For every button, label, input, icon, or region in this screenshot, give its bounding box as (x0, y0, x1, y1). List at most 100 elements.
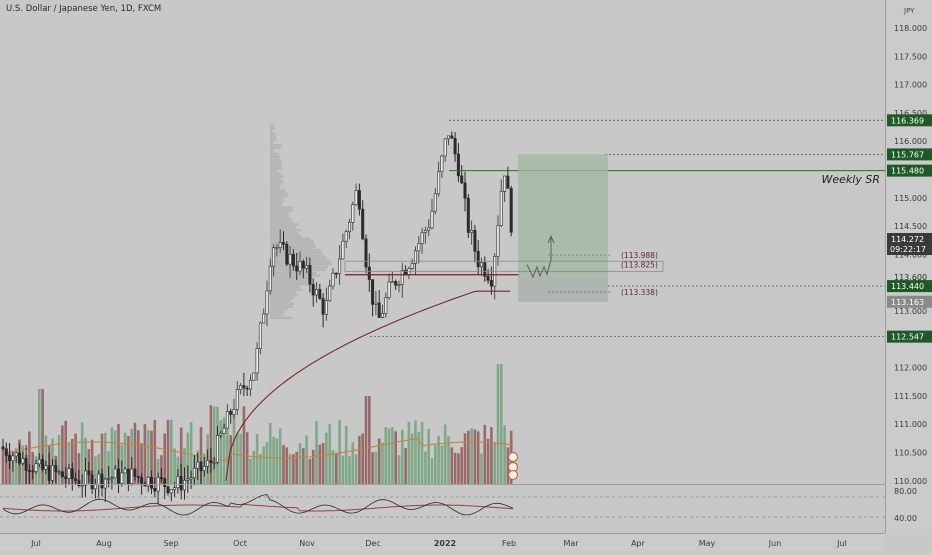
candle-body (212, 461, 216, 464)
volume-bar (470, 428, 473, 484)
volume-profile-bar (270, 194, 288, 198)
countdown-label: 09:22:17 (890, 245, 926, 254)
time-label: Apr (631, 539, 646, 548)
volume-bar (189, 422, 193, 484)
volume-profile-bar (270, 177, 282, 181)
volume-profile-bar (270, 282, 308, 286)
volume-bar (183, 447, 186, 484)
volume-bar (242, 406, 246, 484)
candle-body (347, 222, 351, 233)
candle-body (232, 409, 236, 415)
volume-bar (137, 430, 140, 484)
weekly-sr-label: Weekly SR (822, 173, 880, 186)
candle-body (199, 461, 203, 472)
volume-bar (156, 458, 160, 484)
volume-bar (229, 435, 232, 484)
volume-bar (232, 409, 236, 484)
plain-price-label: 113.600 (894, 273, 927, 282)
volume-bar (480, 453, 483, 484)
candle-body (60, 471, 64, 478)
candle-body (404, 270, 408, 275)
candle-body (189, 477, 193, 480)
volume-profile-bar (270, 169, 278, 173)
volume-bar (163, 433, 166, 484)
price-tick: 113.000 (894, 307, 927, 316)
volume-bar (473, 429, 477, 484)
candle-body (150, 476, 154, 489)
rsi-line (2, 494, 514, 516)
rsi-pane (0, 484, 885, 518)
volume-bar (476, 431, 480, 484)
volume-profile-bar (270, 279, 312, 283)
volume-bar (305, 435, 308, 484)
volume-bar (434, 445, 437, 484)
time-axis[interactable]: Jul Aug Sep Oct Nov Dec 2022 Feb Mar Apr May Jun Jul (0, 533, 885, 551)
candle-body (305, 265, 309, 269)
price-tick: 111.000 (894, 420, 927, 429)
volume-bar (236, 432, 239, 484)
volume-bar (358, 435, 361, 484)
volume-bar (440, 445, 444, 484)
candle-body (146, 476, 150, 487)
volume-profile-bar (270, 200, 285, 204)
candle-body (437, 171, 441, 195)
volume-bar (77, 453, 81, 484)
candle-body (54, 465, 58, 473)
price-axis-scale: JPY 118.000 117.500 117.000 116.500 116.000 11… (887, 7, 932, 523)
volume-bar (262, 446, 265, 484)
volume-profile-bar (270, 237, 311, 241)
volume-bar (272, 436, 275, 484)
volume-bar (427, 428, 430, 484)
volume-bar (348, 456, 351, 484)
level-annotation: (113.825) (621, 260, 658, 269)
time-label: Sep (163, 539, 178, 548)
price-pane[interactable]: (113.988)(113.825) (113.338) Weekly SR (0, 0, 885, 533)
volume-bar (292, 454, 295, 484)
volume-bar (44, 435, 48, 484)
volume-profile-bar (270, 220, 293, 224)
volume-profile-bar (270, 192, 289, 195)
volume-profile-bar (270, 152, 279, 156)
candle-body (509, 188, 513, 233)
volume-bar (153, 419, 157, 484)
candle-body (37, 459, 41, 465)
volume-bar (61, 425, 64, 484)
time-label: Jun (768, 539, 782, 548)
volume-bar (401, 429, 404, 484)
volume-bar (311, 449, 315, 484)
price-tick: 110.000 (894, 477, 927, 486)
volume-profile-bar (270, 274, 320, 277)
candle-body (473, 229, 477, 252)
candle-body (262, 313, 266, 324)
candle-body (252, 372, 256, 381)
candle-body (295, 265, 299, 272)
candle-body (153, 487, 157, 492)
volume-bar (414, 420, 417, 484)
candle-body (1, 446, 5, 450)
rsi-tick: 40.00 (894, 514, 917, 523)
volume-bar (503, 425, 506, 484)
candle-body (14, 452, 18, 457)
volume-bar (97, 454, 100, 484)
volume-bar (430, 458, 434, 484)
volume-bar (80, 422, 84, 484)
time-label: Feb (502, 539, 516, 548)
volume-profile-bar (270, 141, 274, 144)
candle-body (107, 478, 111, 480)
volume-bar (269, 422, 272, 484)
volume-profile-bar (270, 138, 277, 141)
candle-body (80, 484, 84, 487)
price-axis[interactable]: JPY 118.000 117.500 117.000 116.500 116.000 11… (885, 0, 932, 533)
volume-bar (90, 439, 94, 484)
volume-profile-bar (270, 294, 298, 297)
volume-profile-bar (270, 313, 284, 317)
candle-body (334, 272, 338, 275)
volume-profile-bar (270, 214, 290, 218)
volume-bar (457, 453, 460, 484)
volume-bar (179, 427, 183, 484)
candle-body (239, 385, 243, 390)
volume-profile-bar (270, 285, 300, 289)
volume-bar (374, 451, 378, 484)
volume-bar (437, 435, 440, 484)
